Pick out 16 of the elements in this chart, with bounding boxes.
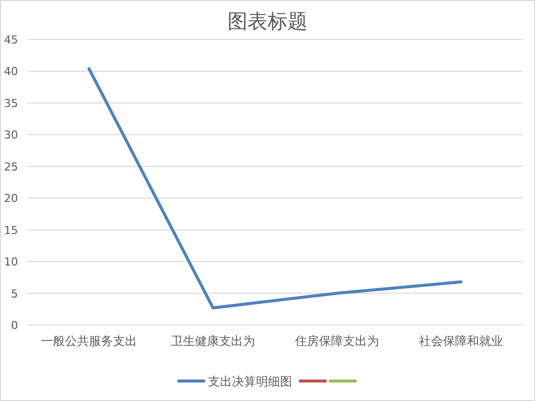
- chart-title: 图表标题: [228, 9, 308, 33]
- y-tick-label: 0: [11, 319, 18, 332]
- x-tick-label: 社会保障和就业: [419, 334, 503, 348]
- y-tick-label: 10: [4, 256, 18, 269]
- y-tick-label: 40: [4, 65, 18, 78]
- y-tick-label: 25: [4, 160, 18, 174]
- x-tick-label: 住房保障支出为: [295, 334, 379, 348]
- y-tick-label: 20: [4, 192, 18, 206]
- y-tick-label: 35: [4, 96, 18, 110]
- legend-label: 支出决算明细图: [208, 374, 292, 388]
- y-tick-label: 5: [11, 287, 18, 300]
- y-tick-label: 45: [4, 34, 18, 46]
- y-tick-label: 30: [4, 128, 18, 142]
- y-tick-label: 15: [4, 224, 18, 237]
- x-tick-label: 一般公共服务支出: [41, 334, 137, 348]
- x-tick-label: 卫生健康支出为: [171, 334, 255, 348]
